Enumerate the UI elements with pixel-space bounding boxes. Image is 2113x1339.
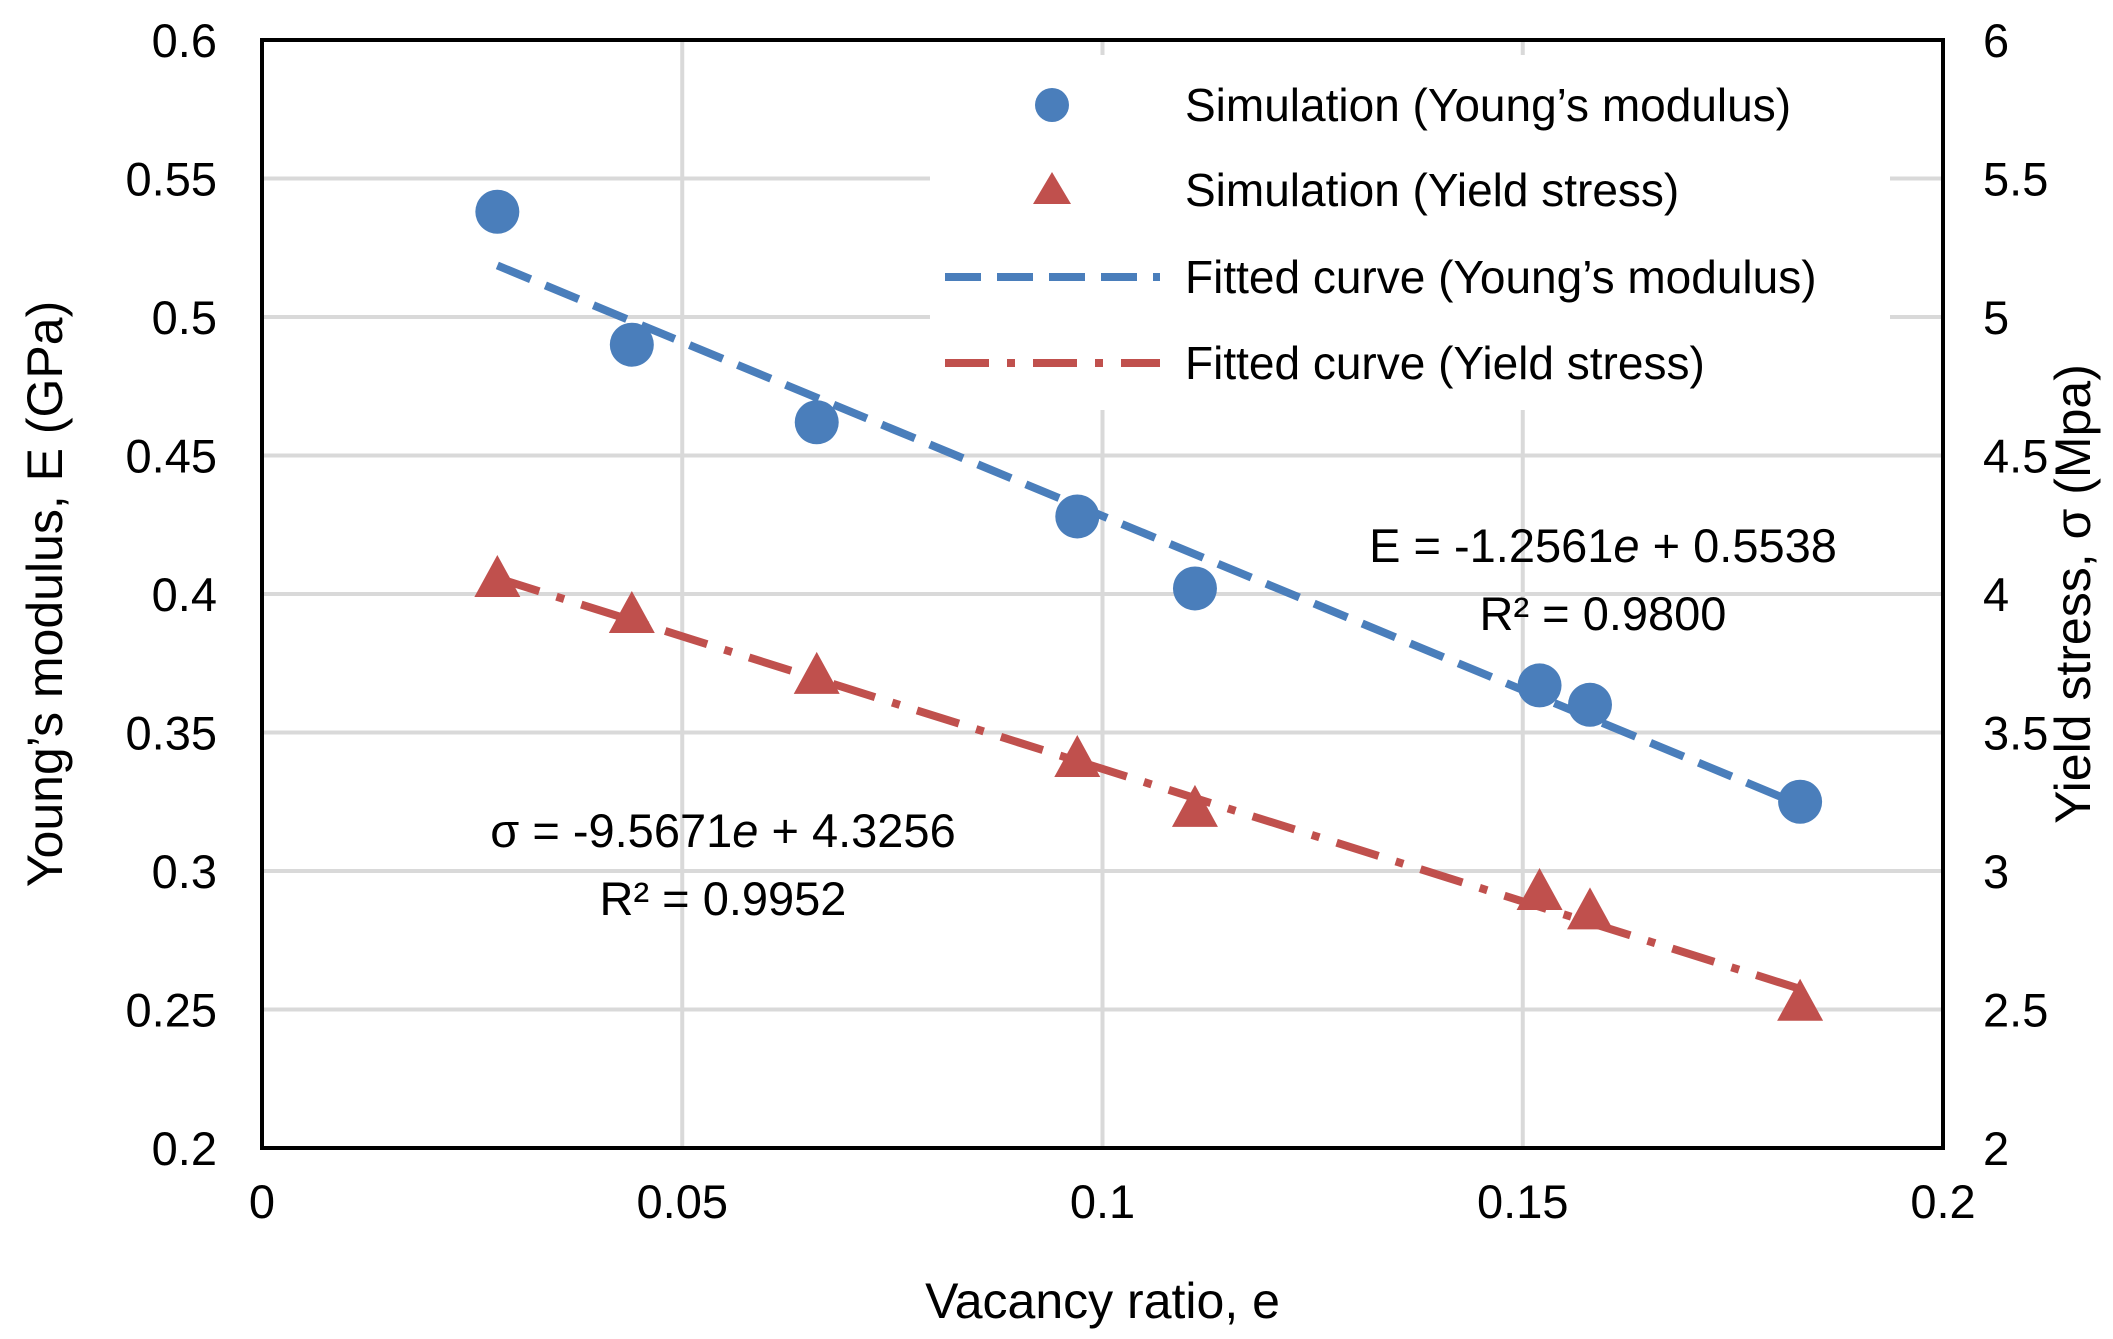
legend: Simulation (Young’s modulus) Simulation … (930, 55, 1890, 410)
legend-marker-triangle (1033, 172, 1071, 204)
data-markers (474, 189, 1824, 1021)
x-tick-label: 0.15 (1477, 1175, 1568, 1228)
y-right-tick-label: 5.5 (1983, 153, 2048, 206)
data-point-yield-stress (1566, 887, 1613, 930)
data-point-youngs-modulus (475, 189, 520, 234)
data-point-yield-stress (1054, 735, 1101, 777)
data-point-yield-stress (1777, 978, 1824, 1021)
legend-label: Simulation (Young’s modulus) (1185, 79, 1791, 131)
y-right-tick-label: 5 (1983, 291, 2009, 344)
data-point-youngs-modulus (1778, 779, 1823, 824)
data-point-yield-stress (1516, 867, 1563, 910)
y-left-tick-label: 0.4 (152, 568, 217, 621)
y-right-tick-label: 4.5 (1983, 430, 2048, 483)
y-left-tick-label: 0.3 (152, 845, 217, 898)
x-tick-label: 0.05 (637, 1175, 728, 1228)
legend-label: Simulation (Yield stress) (1185, 164, 1679, 216)
data-point-yield-stress (793, 651, 840, 694)
annotation-sigma-r2: R² = 0.9952 (600, 872, 847, 925)
y-left-tick-label: 0.35 (126, 707, 217, 760)
legend-label: Fitted curve (Young’s modulus) (1185, 251, 1817, 303)
annotation-sigma-equation: σ = -9.5671e + 4.3256 (490, 804, 955, 857)
y-right-tick-label: 4 (1983, 568, 2009, 621)
data-point-youngs-modulus (1172, 566, 1217, 611)
x-axis-title: Vacancy ratio, e (925, 1273, 1280, 1329)
data-point-youngs-modulus (1055, 494, 1100, 539)
x-tick-label: 0.1 (1070, 1175, 1135, 1228)
plot-area-frame (260, 38, 1945, 1150)
legend-label: Fitted curve (Yield stress) (1185, 337, 1705, 389)
data-point-yield-stress (474, 554, 521, 597)
data-point-youngs-modulus (1567, 682, 1612, 727)
annotation-e-r2: R² = 0.9800 (1480, 587, 1727, 640)
y-left-tick-label: 0.6 (152, 14, 217, 67)
y-axis-right-title: Yield stress, σ (Mpa) (2045, 364, 2101, 824)
y-left-tick-label: 0.45 (126, 430, 217, 483)
y-right-tick-label: 2 (1983, 1122, 2009, 1175)
y-right-tick-label: 3.5 (1983, 707, 2048, 760)
x-tick-label: 0.2 (1910, 1175, 1975, 1228)
y-axis-left-title: Young’s modulus, E (GPa) (17, 301, 73, 887)
y-left-tick-label: 0.5 (152, 291, 217, 344)
y-right-tick-label: 2.5 (1983, 984, 2048, 1037)
data-point-youngs-modulus (1517, 663, 1562, 708)
y-right-tick-label: 6 (1983, 14, 2009, 67)
data-point-yield-stress (1171, 784, 1218, 827)
data-point-youngs-modulus (794, 400, 839, 445)
x-tick-label: 0 (249, 1175, 275, 1228)
y-left-tick-label: 0.2 (152, 1122, 217, 1175)
fit-equations: E = -1.2561e + 0.5538 R² = 0.9800 σ = -9… (490, 519, 1837, 925)
tick-labels: 0 0.05 0.1 0.15 0.2 0.2 0.25 0.3 0.35 0.4 0.45 0.5 0… (126, 14, 2049, 1228)
data-point-youngs-modulus (609, 322, 654, 367)
y-right-tick-label: 3 (1983, 845, 2009, 898)
data-point-yield-stress (608, 590, 655, 633)
y-left-tick-label: 0.55 (126, 153, 217, 206)
y-left-tick-label: 0.25 (126, 984, 217, 1037)
legend-marker-circle (1035, 88, 1069, 122)
legend-background (930, 55, 1890, 410)
fitted-line-yield-stress (496, 574, 1802, 993)
annotation-e-equation: E = -1.2561e + 0.5538 (1369, 519, 1837, 572)
